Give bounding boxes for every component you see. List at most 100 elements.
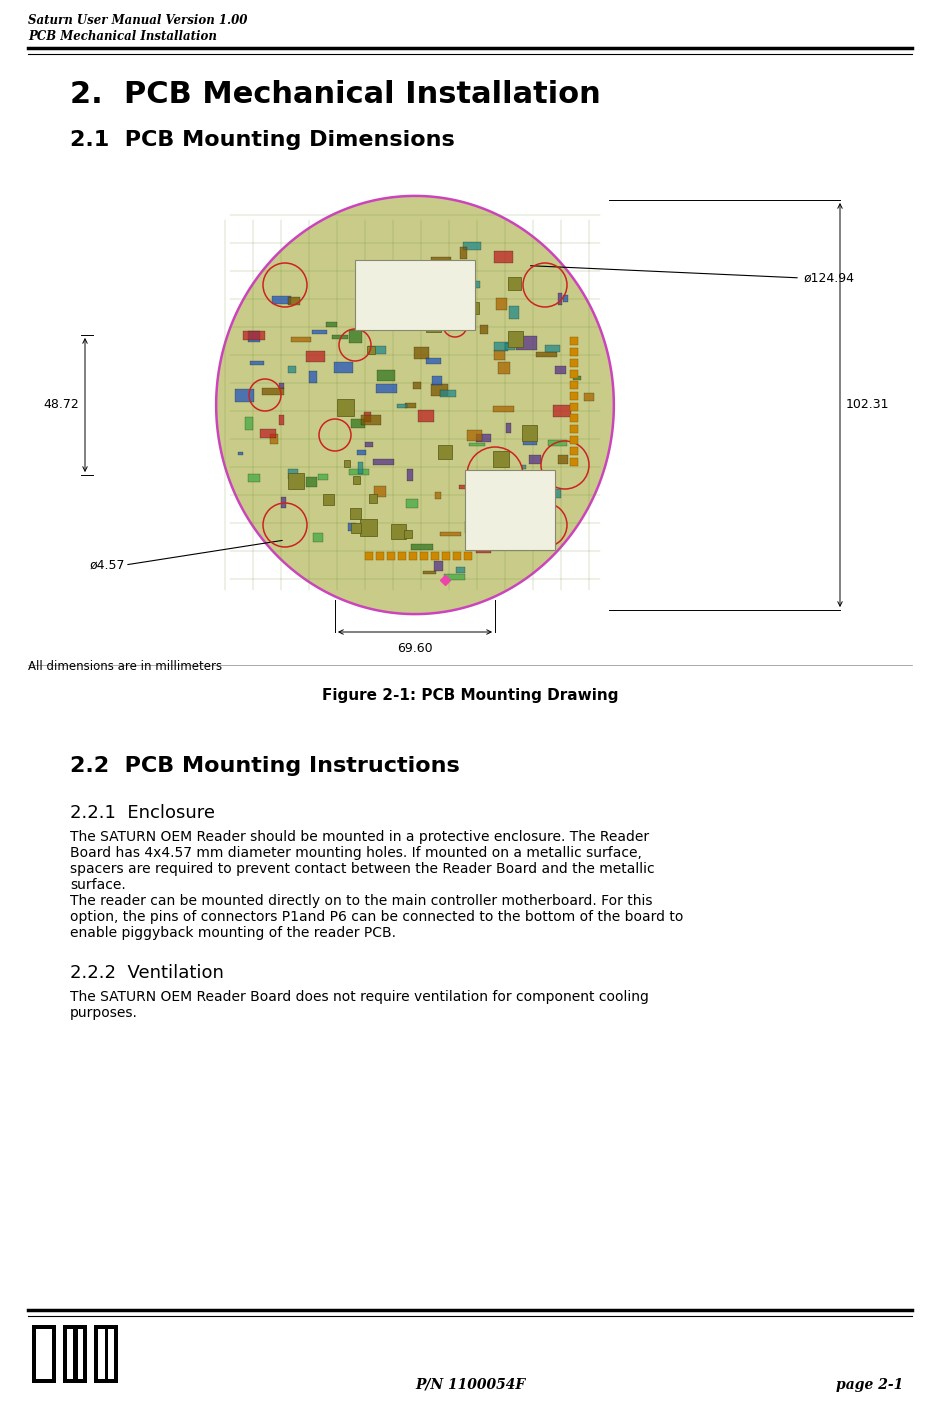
Text: 2.2.2  Ventilation: 2.2.2 Ventilation [70, 964, 224, 981]
Bar [374, 485, 385, 496]
Text: 69.60: 69.60 [398, 642, 432, 656]
Bar [279, 384, 284, 389]
Text: ø124.94: ø124.94 [804, 271, 855, 285]
Bar [438, 444, 452, 460]
Bar [456, 567, 464, 572]
Bar [464, 551, 472, 560]
Bar [245, 417, 253, 430]
Bar [398, 551, 406, 560]
Bar [67, 1330, 83, 1379]
Bar [351, 508, 361, 519]
Bar [63, 1325, 87, 1383]
Bar [563, 295, 568, 302]
Bar [334, 362, 352, 372]
Bar [355, 259, 475, 330]
Bar [442, 551, 450, 560]
Bar [570, 369, 578, 378]
Bar [349, 468, 368, 475]
Bar [387, 551, 395, 560]
Bar [494, 406, 514, 412]
Bar [469, 443, 485, 447]
Bar [430, 293, 446, 299]
Bar [466, 302, 479, 314]
Bar [405, 403, 416, 409]
Bar [32, 1325, 56, 1383]
Text: option, the pins of connectors P1and P6 can be connected to the bottom of the bo: option, the pins of connectors P1and P6 … [70, 909, 683, 924]
Bar [326, 321, 337, 327]
Bar [461, 247, 467, 259]
Bar [368, 345, 385, 354]
Bar [425, 266, 443, 274]
Bar [423, 571, 435, 574]
Bar [570, 381, 578, 389]
Bar [414, 382, 421, 389]
Bar [431, 258, 450, 268]
Bar [398, 405, 407, 407]
Bar [516, 336, 537, 350]
Text: 48.72: 48.72 [43, 399, 79, 412]
Bar [376, 551, 384, 560]
Bar [243, 331, 265, 340]
Bar [536, 352, 556, 357]
Bar [420, 551, 428, 560]
Text: 2.1  PCB Mounting Dimensions: 2.1 PCB Mounting Dimensions [70, 130, 455, 149]
Bar [522, 426, 537, 440]
Bar [309, 371, 317, 384]
Bar [509, 331, 524, 347]
Bar [431, 551, 439, 560]
Bar [544, 345, 560, 351]
Bar [262, 388, 284, 395]
Bar [570, 436, 578, 444]
Bar [508, 276, 521, 290]
Text: The SATURN OEM Reader Board does not require ventilation for component cooling: The SATURN OEM Reader Board does not req… [70, 990, 649, 1004]
Bar [373, 460, 394, 465]
Bar [555, 367, 566, 374]
Bar [357, 462, 363, 474]
Bar [494, 451, 509, 467]
Bar [281, 498, 286, 508]
Bar [313, 533, 323, 541]
Bar [407, 468, 413, 481]
Bar [36, 1330, 52, 1379]
Bar [506, 423, 511, 433]
Bar [570, 337, 578, 345]
Bar [418, 410, 434, 423]
Text: spacers are required to prevent contact between the Reader Board and the metalli: spacers are required to prevent contact … [70, 862, 654, 876]
Bar [235, 389, 255, 402]
Bar [570, 348, 578, 355]
Bar [351, 419, 366, 427]
Bar [404, 286, 410, 292]
Bar [238, 453, 243, 455]
Bar [247, 474, 260, 482]
Bar [318, 474, 328, 481]
Bar [332, 334, 348, 338]
Text: Saturn User Manual Version 1.00: Saturn User Manual Version 1.00 [28, 14, 247, 27]
Bar [558, 455, 568, 464]
Bar [553, 405, 572, 417]
Bar [465, 520, 479, 533]
Bar [570, 360, 578, 367]
Bar [357, 450, 367, 455]
Text: 2.2.1  Enclosure: 2.2.1 Enclosure [70, 804, 215, 822]
Bar [361, 415, 381, 426]
Bar [585, 392, 594, 402]
Bar [349, 523, 355, 530]
Bar [454, 265, 463, 274]
Bar [460, 485, 476, 489]
Bar [572, 375, 581, 379]
Bar [460, 281, 480, 289]
Bar [476, 434, 492, 441]
Bar [440, 532, 462, 536]
Bar [570, 403, 578, 410]
Bar [306, 477, 317, 486]
Bar [506, 343, 514, 350]
Text: surface.: surface. [70, 878, 126, 893]
Bar [480, 326, 488, 334]
Text: purposes.: purposes. [70, 1005, 138, 1019]
Bar [548, 440, 567, 446]
Bar [380, 313, 391, 324]
Bar [311, 330, 327, 334]
Bar [406, 499, 417, 509]
Bar [407, 305, 419, 316]
Bar [465, 470, 555, 550]
